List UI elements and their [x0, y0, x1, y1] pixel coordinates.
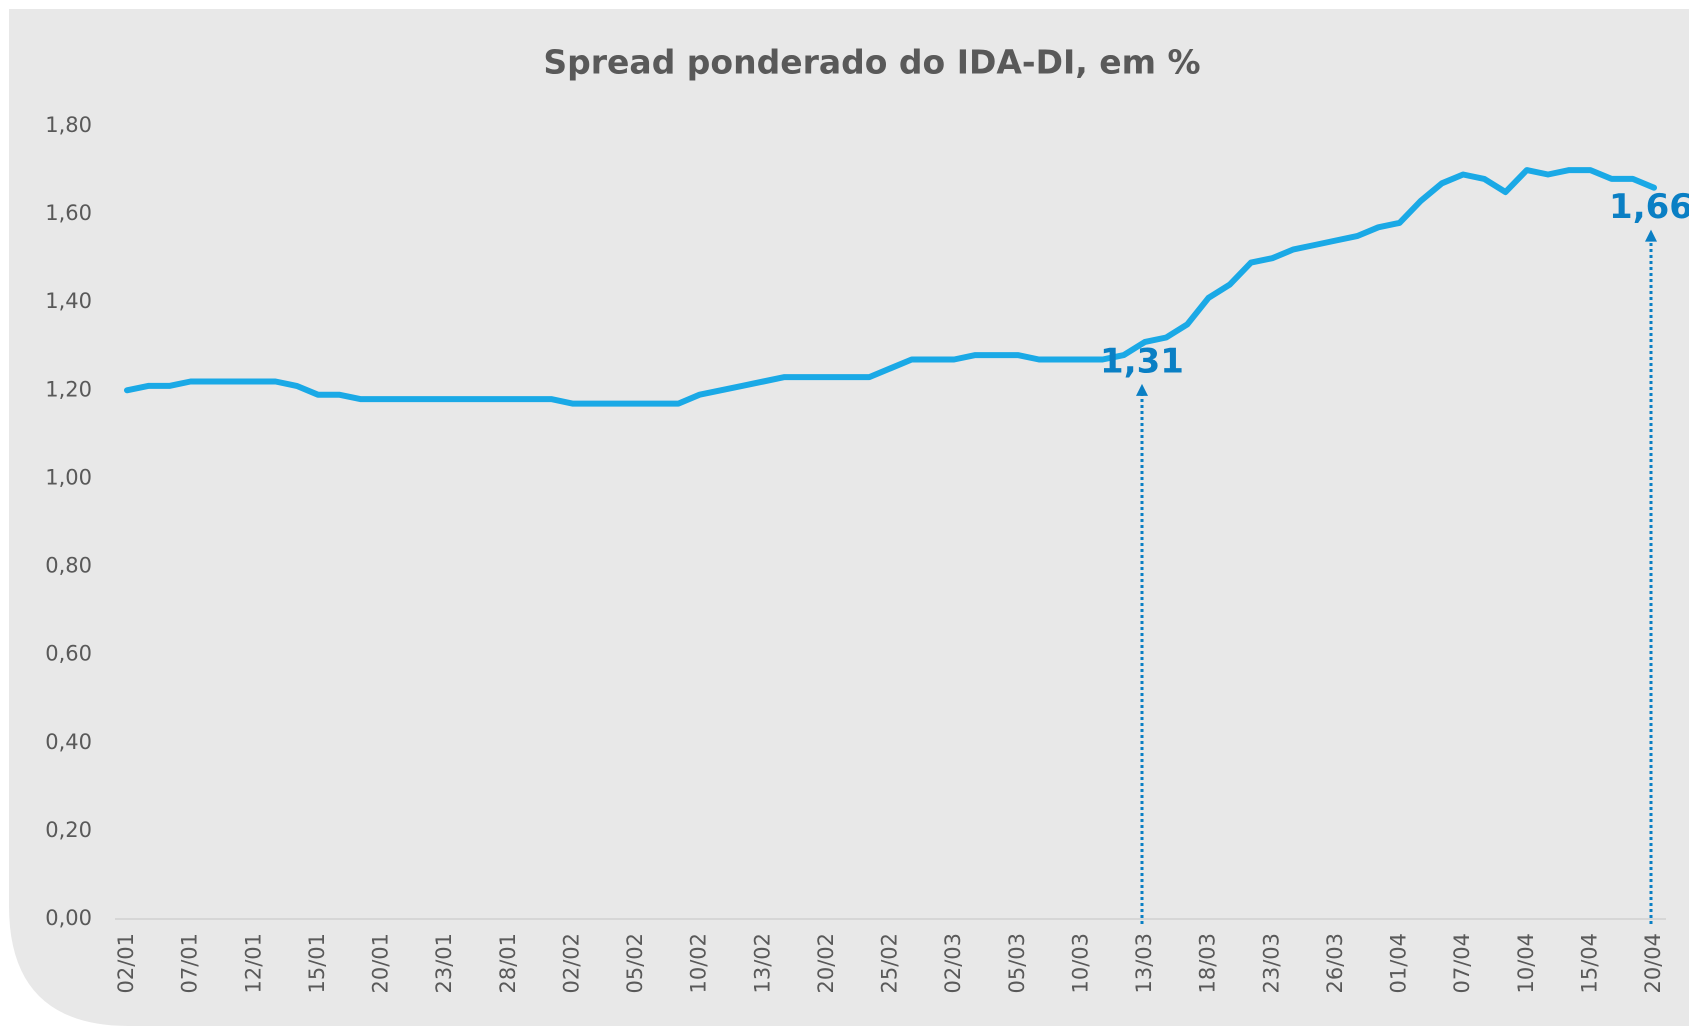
y-tick-label: 0,80 [45, 554, 92, 578]
x-tick-label: 10/03 [1068, 933, 1092, 994]
x-tick-label: 15/01 [305, 933, 329, 994]
y-tick-label: 1,20 [45, 377, 92, 401]
x-tick-label: 01/04 [1387, 933, 1411, 994]
x-tick-label: 25/02 [878, 933, 902, 994]
x-tick-label: 02/02 [559, 933, 583, 994]
x-tick-label: 02/01 [114, 933, 138, 994]
y-tick-label: 1,00 [45, 465, 92, 489]
data-label: 1,66 [1609, 187, 1689, 227]
x-tick-label: 18/03 [1196, 933, 1220, 994]
y-tick-label: 1,60 [45, 201, 92, 225]
y-tick-label: 0,00 [45, 906, 92, 930]
x-tick-label: 05/02 [623, 933, 647, 994]
x-tick-label: 07/01 [178, 933, 202, 994]
x-tick-label: 05/03 [1005, 933, 1029, 994]
x-tick-label: 13/03 [1132, 933, 1156, 994]
x-tick-label: 13/02 [750, 933, 774, 994]
y-tick-label: 0,20 [45, 818, 92, 842]
x-tick-label: 10/02 [687, 933, 711, 994]
y-tick-label: 0,60 [45, 642, 92, 666]
x-tick-label: 12/01 [241, 933, 265, 994]
x-tick-label: 23/03 [1259, 933, 1283, 994]
x-tick-label: 07/04 [1450, 933, 1474, 994]
x-tick-label: 26/03 [1323, 933, 1347, 994]
x-tick-label: 10/04 [1514, 933, 1538, 994]
x-tick-label: 15/04 [1577, 933, 1601, 994]
arrow-head [1136, 383, 1148, 396]
x-tick-label: 28/01 [496, 933, 520, 994]
data-label: 1,31 [1100, 341, 1184, 381]
arrow-head [1645, 229, 1657, 242]
chart-title: Spread ponderado do IDA-DI, em % [543, 43, 1200, 82]
x-tick-label: 20/02 [814, 933, 838, 994]
y-tick-label: 1,80 [45, 113, 92, 137]
x-tick-label: 23/01 [432, 933, 456, 994]
x-tick-label: 20/04 [1641, 933, 1665, 994]
x-tick-label: 02/03 [941, 933, 965, 994]
y-tick-label: 1,40 [45, 289, 92, 313]
x-tick-label: 20/01 [369, 933, 393, 994]
chart-background [9, 9, 1689, 1026]
series-line [124, 167, 1657, 407]
y-tick-label: 0,40 [45, 730, 92, 754]
